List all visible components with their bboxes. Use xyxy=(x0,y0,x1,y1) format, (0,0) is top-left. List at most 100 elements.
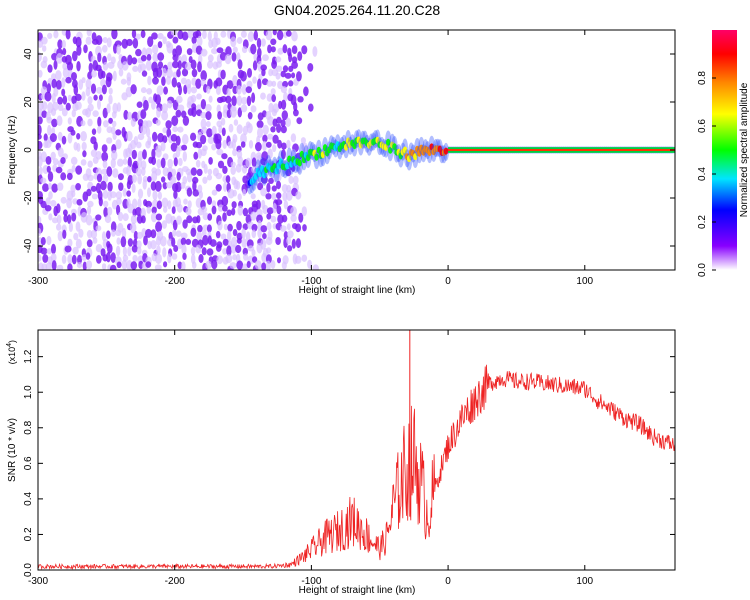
noise-cell xyxy=(140,30,146,39)
noise-cell xyxy=(215,37,221,46)
noise-cell xyxy=(111,30,118,40)
noise-cell xyxy=(132,198,138,209)
spectrogram-noise xyxy=(38,30,319,270)
noise-cell xyxy=(191,36,197,45)
noise-cell xyxy=(65,102,71,111)
noise-cell xyxy=(72,246,79,255)
noise-cell xyxy=(51,78,57,89)
noise-cell xyxy=(260,238,267,250)
signal-cell xyxy=(257,170,263,178)
noise-cell xyxy=(197,61,202,73)
noise-cell xyxy=(196,35,203,47)
noise-cell xyxy=(255,142,262,152)
noise-cell xyxy=(231,95,237,107)
noise-cell xyxy=(217,160,225,169)
noise-cell xyxy=(38,124,42,136)
signal-cell xyxy=(406,155,412,163)
noise-cell xyxy=(42,183,49,192)
noise-cell xyxy=(57,104,64,112)
noise-cell xyxy=(155,119,161,126)
noise-cell xyxy=(173,157,178,167)
noise-cell xyxy=(176,203,183,213)
svg-text:(x104): (x104) xyxy=(6,340,17,364)
noise-cell xyxy=(61,39,66,49)
noise-cell xyxy=(252,76,257,84)
noise-cell xyxy=(45,262,53,270)
noise-cell xyxy=(116,261,122,269)
noise-cell xyxy=(85,36,92,45)
noise-cell xyxy=(173,190,178,199)
noise-cell xyxy=(285,168,292,177)
noise-cell xyxy=(222,165,228,174)
noise-cell xyxy=(156,236,161,246)
signal-cell xyxy=(253,172,259,180)
noise-cell xyxy=(82,261,87,270)
noise-cell xyxy=(280,149,286,160)
noise-cell xyxy=(56,214,62,225)
noise-cell xyxy=(136,141,142,149)
noise-cell xyxy=(107,243,113,254)
noise-cell xyxy=(74,93,82,101)
noise-cell xyxy=(285,30,292,37)
signal-cell xyxy=(427,149,432,156)
noise-cell xyxy=(161,103,168,114)
noise-cell xyxy=(122,246,127,257)
noise-cell xyxy=(121,259,128,270)
noise-cell xyxy=(102,37,108,44)
noise-cell xyxy=(105,76,112,88)
noise-cell xyxy=(211,259,218,270)
noise-cell xyxy=(202,235,209,246)
noise-cell xyxy=(106,103,111,114)
noise-cell xyxy=(262,134,268,143)
noise-cell xyxy=(134,207,142,216)
noise-cell xyxy=(215,172,223,180)
noise-cell xyxy=(125,147,132,158)
colorbar-ticks: 0.0 0.2 0.4 0.6 0.8 xyxy=(697,71,716,277)
noise-cell xyxy=(98,197,103,207)
noise-cell xyxy=(47,32,53,40)
noise-cell xyxy=(301,45,308,55)
noise-cell xyxy=(126,76,132,86)
noise-cell xyxy=(171,77,177,88)
noise-cell xyxy=(97,125,102,134)
noise-cell xyxy=(51,118,58,128)
noise-cell xyxy=(206,85,211,94)
noise-cell xyxy=(211,48,218,55)
noise-cell xyxy=(226,209,232,217)
noise-cell xyxy=(246,123,253,134)
noise-cell xyxy=(157,61,164,69)
noise-cell xyxy=(48,182,52,190)
noise-cell xyxy=(121,61,129,71)
noise-cell xyxy=(301,254,308,262)
noise-cell xyxy=(163,261,168,268)
noise-cell xyxy=(186,215,193,224)
noise-cell xyxy=(118,68,124,77)
noise-cell xyxy=(172,99,179,111)
noise-cell xyxy=(236,85,242,95)
noise-cell xyxy=(162,182,168,190)
noise-cell xyxy=(283,200,289,210)
noise-cell xyxy=(95,35,103,46)
noise-cell xyxy=(227,230,232,242)
noise-cell xyxy=(47,171,54,182)
noise-cell xyxy=(217,220,223,231)
noise-cell xyxy=(147,75,152,86)
spectrogram-signal xyxy=(246,129,675,195)
noise-cell xyxy=(232,229,238,237)
signal-cell xyxy=(386,138,391,146)
snr-x-label: Height of straight line (km) xyxy=(299,585,416,596)
noise-cell xyxy=(170,175,177,185)
noise-cell xyxy=(266,207,274,215)
noise-cell xyxy=(102,44,108,53)
noise-cell xyxy=(300,137,306,144)
noise-cell xyxy=(225,254,233,264)
noise-cell xyxy=(262,204,269,215)
signal-cell xyxy=(274,167,279,175)
chart-title: GN04.2025.264.11.20.C28 xyxy=(274,2,441,18)
noise-cell xyxy=(115,139,122,150)
noise-cell xyxy=(231,201,237,209)
noise-cell xyxy=(257,228,262,239)
noise-cell xyxy=(162,135,168,144)
noise-cell xyxy=(295,223,302,233)
